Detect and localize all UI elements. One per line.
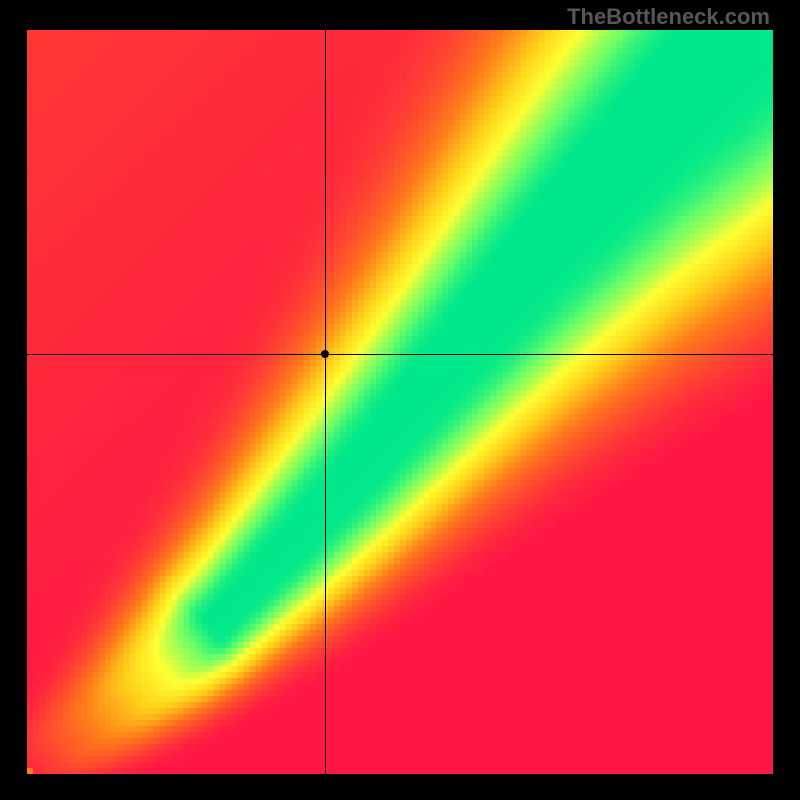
- heatmap-canvas: [27, 30, 773, 774]
- crosshair-point: [321, 350, 329, 358]
- crosshair-horizontal: [27, 354, 773, 355]
- heatmap-plot: [27, 30, 773, 774]
- watermark-text: TheBottleneck.com: [567, 4, 770, 30]
- crosshair-vertical: [325, 30, 326, 774]
